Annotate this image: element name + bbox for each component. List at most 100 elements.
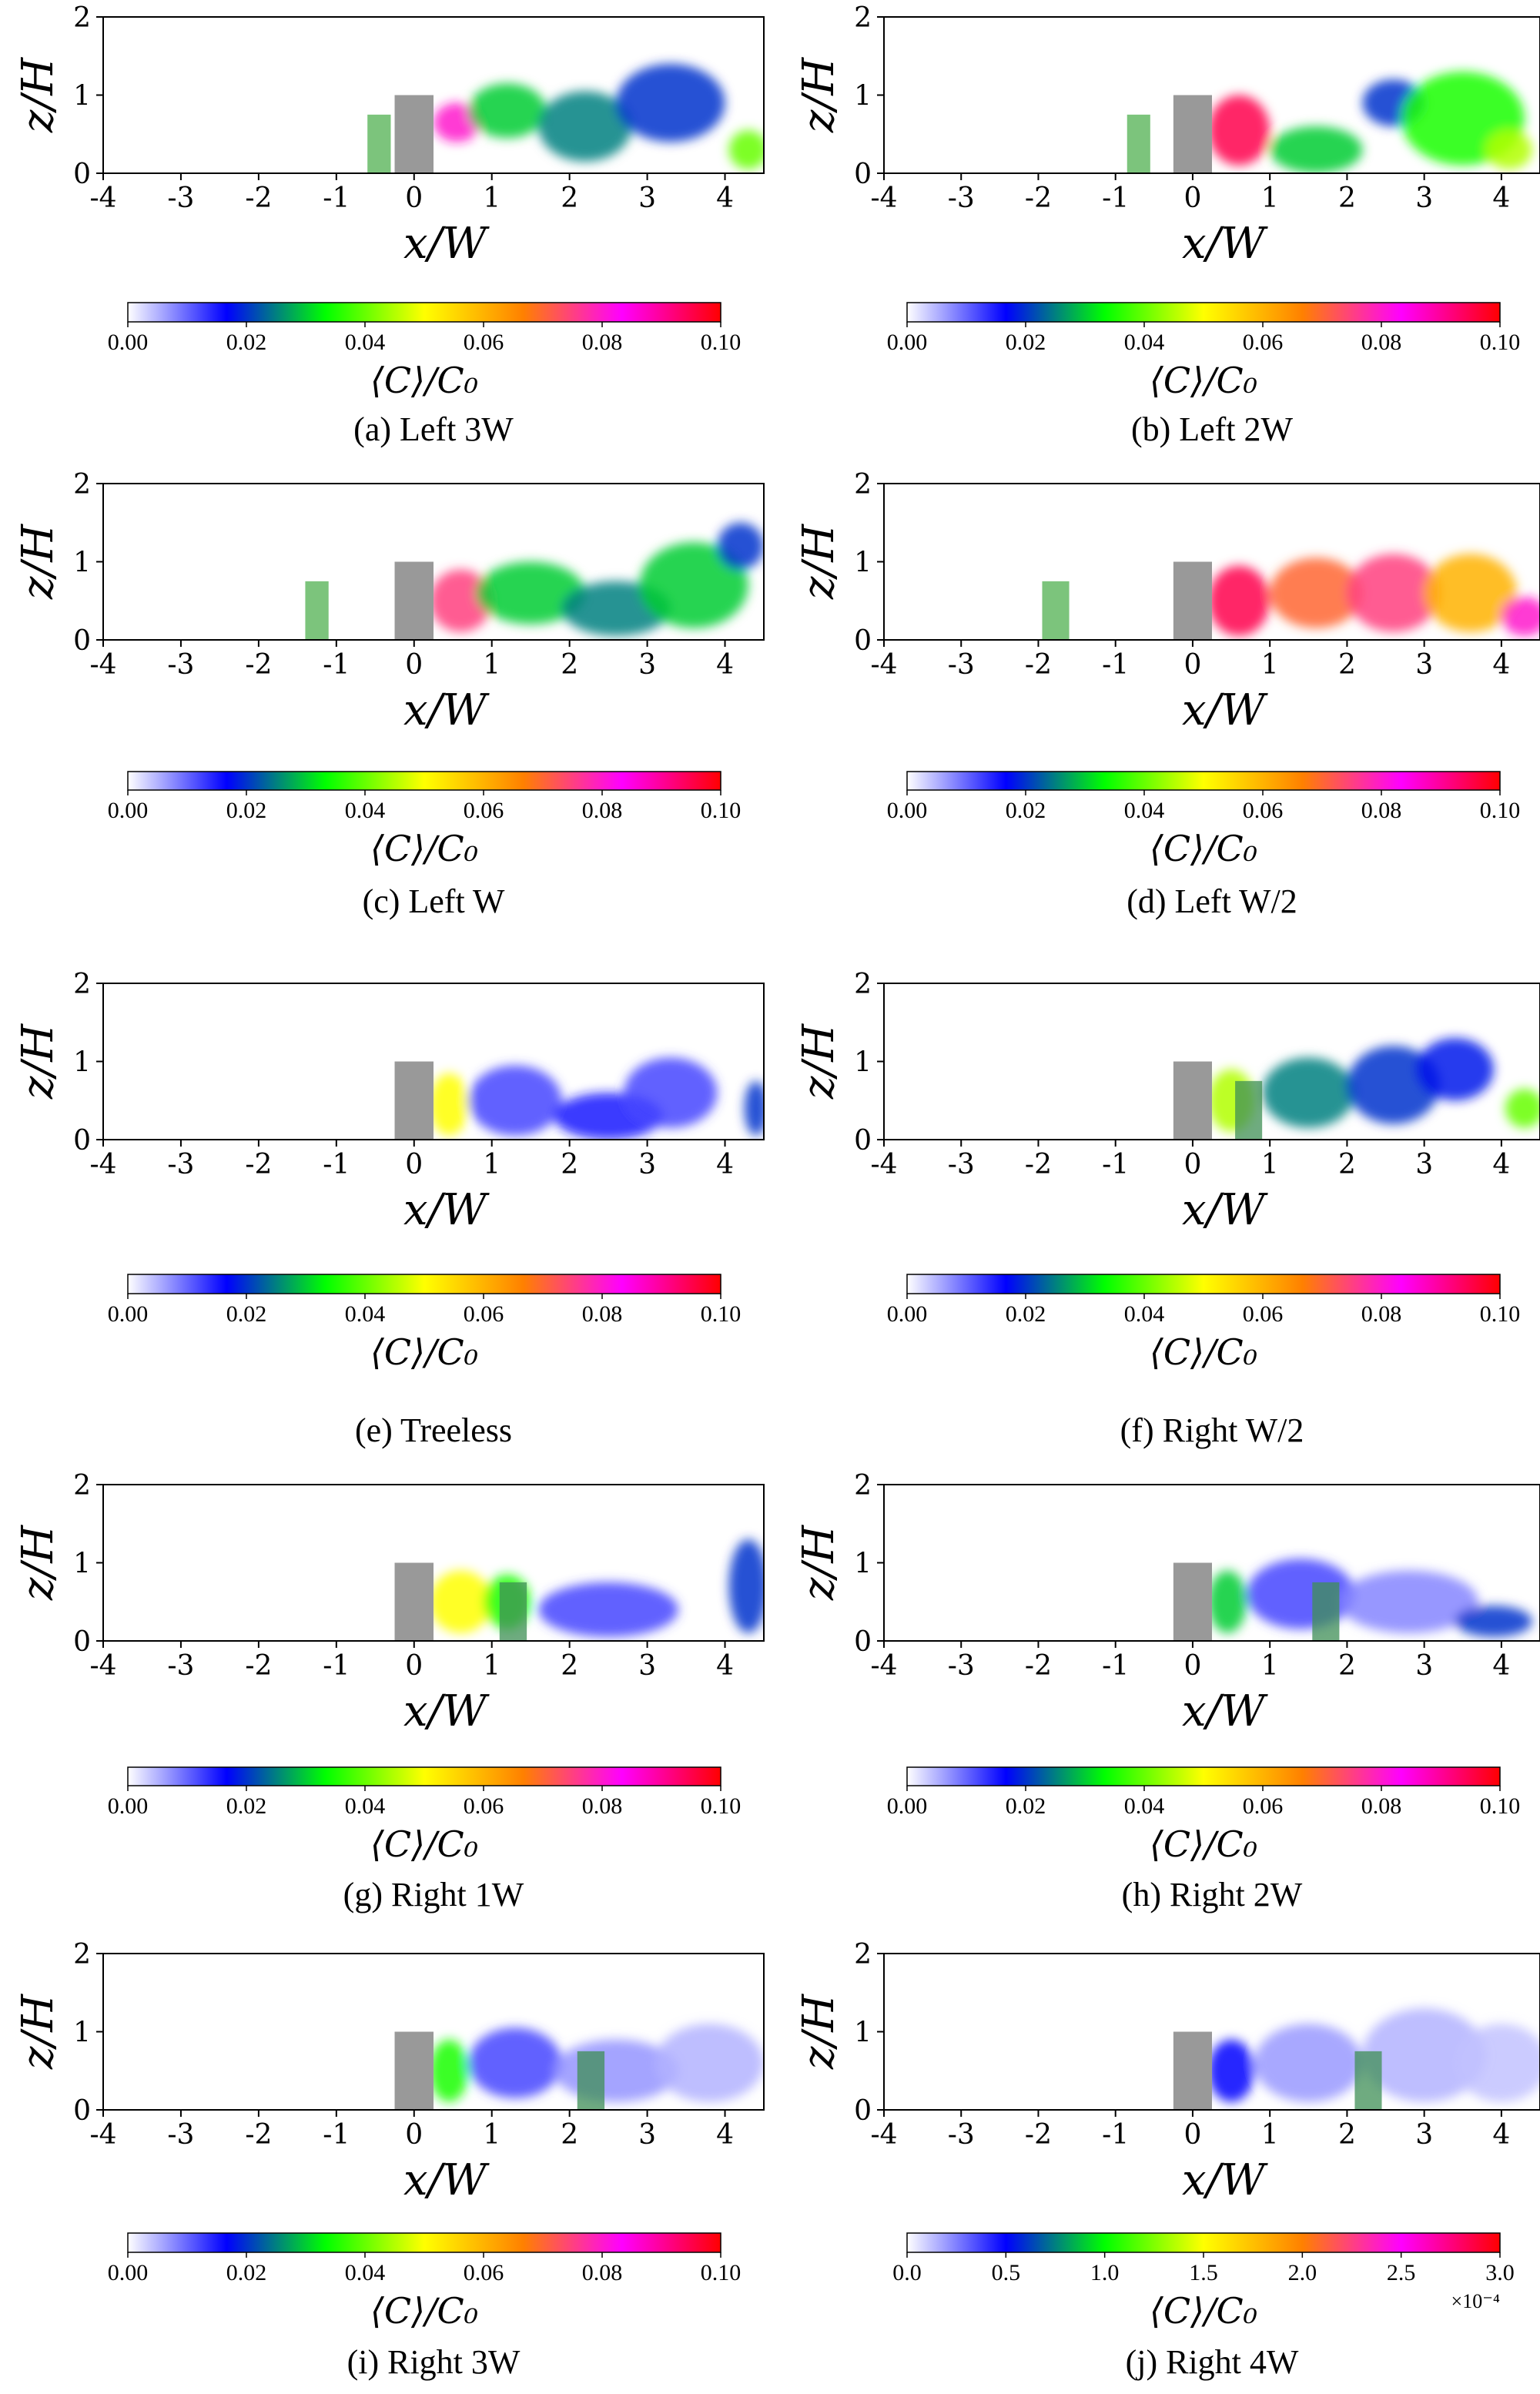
panel-caption: (g) Right 1W: [343, 1876, 524, 1914]
colorbar-tick-label: 0.10: [701, 1301, 742, 1327]
x-tick-label: -4: [89, 1149, 116, 1180]
plume-blob: [1362, 2008, 1486, 2102]
colorbar-tick-label: 0.02: [1006, 798, 1046, 823]
panel-caption: (h) Right 2W: [1122, 1876, 1303, 1914]
plume-blob: [1347, 554, 1440, 632]
y-tick-label: 1: [73, 81, 91, 112]
colorbar-tick-label: 0.06: [464, 798, 504, 823]
building: [1173, 2031, 1212, 2110]
x-tick-label: -4: [870, 1149, 897, 1180]
panel-caption: (f) Right W/2: [1120, 1411, 1304, 1449]
concentration-field: [429, 1057, 764, 1140]
concentration-field: [1207, 2008, 1540, 2102]
x-tick-label: 4: [1492, 1149, 1510, 1180]
tree: [305, 581, 329, 640]
building: [394, 2031, 434, 2110]
colorbar: [906, 1766, 1501, 1786]
colorbar: [906, 302, 1501, 323]
plume-blob: [538, 1582, 678, 1637]
x-tick-label: -3: [167, 1650, 194, 1682]
y-tick-label: 2: [854, 1939, 872, 1970]
building: [1173, 95, 1212, 173]
colorbar-tick-label: 0.06: [1243, 798, 1284, 823]
colorbar-tick-label: 0.10: [701, 2260, 742, 2285]
plume-blob: [538, 91, 632, 162]
plume-blob: [717, 522, 764, 570]
plume-blob: [1207, 2039, 1255, 2102]
colorbar-tick-label: 0.00: [887, 1301, 928, 1327]
x-tick-label: 0: [1183, 182, 1201, 214]
x-tick-label: 2: [1338, 649, 1356, 681]
x-tick-label: 3: [638, 2119, 656, 2151]
x-tick-label: 2: [1338, 2119, 1356, 2151]
colorbar-tick-label: 0.04: [1124, 798, 1165, 823]
x-tick-label: 3: [638, 182, 656, 214]
x-tick-label: -1: [323, 1650, 350, 1682]
x-tick-label: 0: [1183, 1149, 1201, 1180]
building: [394, 95, 434, 173]
y-tick-label: 1: [73, 547, 91, 579]
y-tick-label: 0: [854, 2095, 872, 2127]
plume-blob: [1254, 2024, 1363, 2102]
concentration-field: [429, 522, 764, 636]
colorbar-tick-label: 0.08: [1361, 1301, 1402, 1327]
y-tick-label: 1: [73, 2017, 91, 2049]
colorbar-tick-label: 0.10: [1480, 1301, 1521, 1327]
plume-blob: [429, 2039, 469, 2102]
concentration-field: [1207, 1038, 1540, 1132]
tree: [1235, 1080, 1263, 1140]
x-tick-label: 2: [1338, 182, 1356, 214]
x-tick-label: -1: [323, 649, 350, 681]
colorbar-tick-label: 0.00: [887, 330, 928, 355]
plume-blob: [1485, 130, 1532, 169]
x-tick-label: 2: [561, 1650, 578, 1682]
y-axis-label: z/H: [794, 1525, 844, 1601]
plume-blob: [1347, 1046, 1440, 1124]
x-axis-label: x/W: [1182, 685, 1268, 735]
x-tick-label: -3: [948, 1650, 975, 1682]
y-tick-label: 2: [73, 469, 91, 501]
plume-blob: [1262, 1057, 1355, 1128]
colorbar-tick-label: 0.02: [226, 330, 267, 355]
x-axis-label: x/W: [403, 1185, 490, 1235]
colorbar-tick-label: 0.00: [887, 1793, 928, 1819]
x-axis-label: x/W: [403, 1686, 490, 1736]
tree: [1127, 114, 1150, 173]
x-tick-label: 3: [1415, 1149, 1433, 1180]
x-tick-label: -4: [870, 1650, 897, 1682]
x-tick-label: 0: [405, 2119, 423, 2151]
x-tick-label: 0: [405, 649, 423, 681]
colorbar-tick-label: 0.06: [1243, 1301, 1284, 1327]
colorbar-tick-label: 0.06: [464, 1301, 504, 1327]
y-tick-label: 1: [73, 1047, 91, 1079]
colorbar-tick-label: 0.08: [1361, 798, 1402, 823]
colorbar-tick-label: 2.5: [1387, 2260, 1416, 2285]
colorbar-tick-label: 0.04: [345, 798, 386, 823]
panel-f: -4 -3 -2 -1 0 1 2 3 4 0 1 2 x/W z/H 0.00 0.02 0.04 0.06 0.…: [794, 969, 1540, 1449]
colorbar-tick-label: 0.08: [1361, 1793, 1402, 1819]
plume-blob: [476, 561, 585, 624]
colorbar: [127, 1766, 721, 1786]
y-tick-label: 0: [73, 625, 91, 657]
building: [1173, 1061, 1212, 1140]
colorbar-tick-label: 3.0: [1485, 2260, 1515, 2285]
colorbar-label: ⟨C⟩/C₀: [370, 360, 478, 401]
x-tick-label: 0: [405, 182, 423, 214]
x-tick-label: 1: [483, 182, 500, 214]
colorbar-tick-label: 0.08: [582, 2260, 623, 2285]
y-tick-label: 2: [854, 1470, 872, 1502]
colorbar-tick-label: 0.04: [345, 1793, 386, 1819]
colorbar-label: ⟨C⟩/C₀: [1150, 2290, 1257, 2332]
x-tick-label: 2: [561, 649, 578, 681]
colorbar-tick-label: 0.04: [345, 1301, 386, 1327]
x-tick-label: 3: [1415, 1650, 1433, 1682]
x-tick-label: -2: [1025, 2119, 1052, 2151]
y-tick-label: 2: [854, 969, 872, 1000]
y-tick-label: 1: [854, 1047, 872, 1079]
colorbar-label: ⟨C⟩/C₀: [1150, 1331, 1257, 1373]
panel-h: -4 -3 -2 -1 0 1 2 3 4 0 1 2 x/W z/H 0.00 0.02 0.04 0.06 0.…: [794, 1470, 1540, 1914]
x-tick-label: -3: [948, 649, 975, 681]
x-tick-label: 0: [1183, 1650, 1201, 1682]
x-tick-label: 2: [1338, 1149, 1356, 1180]
panel-caption: (i) Right 3W: [347, 2343, 521, 2381]
